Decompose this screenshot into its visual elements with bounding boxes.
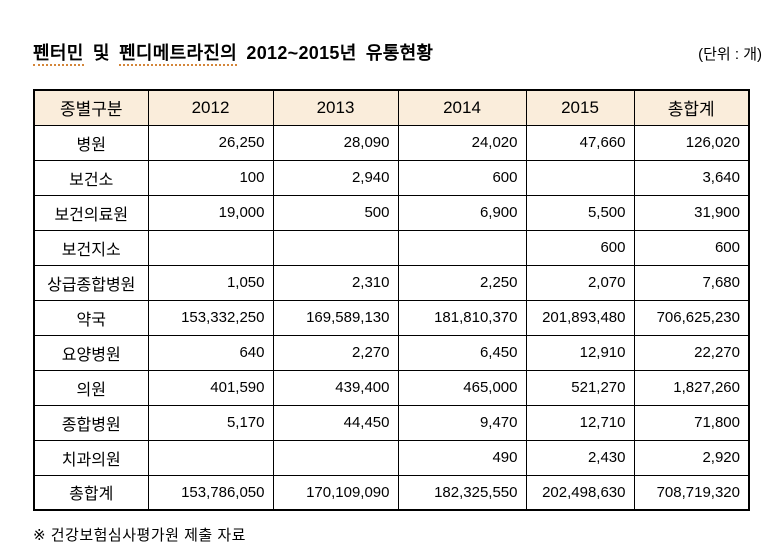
col-header-총합계: 총합계 (633, 89, 750, 126)
data-cell: 7,680 (633, 264, 750, 301)
data-cell: 6,900 (397, 194, 527, 231)
data-cell: 6,450 (397, 334, 527, 371)
data-cell: 182,325,550 (397, 474, 527, 511)
data-cell: 2,310 (272, 264, 399, 301)
data-cell: 28,090 (272, 124, 399, 161)
data-cell (397, 229, 527, 266)
table-row: 병원 26,250 28,090 24,020 47,660 126,020 (33, 124, 750, 161)
row-label: 요양병원 (33, 334, 149, 371)
data-cell: 26,250 (147, 124, 274, 161)
row-label: 의원 (33, 369, 149, 406)
data-cell: 708,719,320 (633, 474, 750, 511)
data-cell: 170,109,090 (272, 474, 399, 511)
data-cell: 439,400 (272, 369, 399, 406)
title-conjunction: 및 (83, 43, 120, 63)
page-title: 펜터민 및 펜디메트라진의 2012~2015년 유통현황 (33, 40, 433, 67)
data-cell: 5,500 (525, 194, 635, 231)
data-cell: 12,710 (525, 404, 635, 441)
data-cell: 71,800 (633, 404, 750, 441)
title-row: 펜터민 및 펜디메트라진의 2012~2015년 유통현황 (단위 : 개) (33, 40, 762, 68)
data-cell: 9,470 (397, 404, 527, 441)
col-header-2012: 2012 (147, 89, 274, 126)
table-row: 치과의원 490 2,430 2,920 (33, 439, 750, 476)
table-row: 요양병원 640 2,270 6,450 12,910 22,270 (33, 334, 750, 371)
data-cell (272, 439, 399, 476)
title-word-phendimetrazine: 펜디메트라진의 (119, 43, 238, 66)
data-cell: 153,332,250 (147, 299, 274, 336)
data-cell: 2,070 (525, 264, 635, 301)
data-cell: 640 (147, 334, 274, 371)
data-cell: 181,810,370 (397, 299, 527, 336)
data-cell (525, 159, 635, 196)
title-word-phentermine: 펜터민 (33, 43, 84, 66)
data-cell (147, 439, 274, 476)
data-cell (147, 229, 274, 266)
row-label: 치과의원 (33, 439, 149, 476)
data-cell: 24,020 (397, 124, 527, 161)
table-row: 보건지소 600 600 (33, 229, 750, 266)
row-label: 종합병원 (33, 404, 149, 441)
table-row: 약국 153,332,250 169,589,130 181,810,370 201,8… (33, 299, 750, 336)
footnote: ※ 건강보험심사평가원 제출 자료 (33, 527, 246, 544)
row-label: 보건의료원 (33, 194, 149, 231)
data-cell: 600 (525, 229, 635, 266)
data-cell: 2,250 (397, 264, 527, 301)
row-label: 약국 (33, 299, 149, 336)
data-cell: 490 (397, 439, 527, 476)
data-cell: 5,170 (147, 404, 274, 441)
data-cell: 201,893,480 (525, 299, 635, 336)
row-label: 병원 (33, 124, 149, 161)
row-label: 보건지소 (33, 229, 149, 266)
title-rest: 2012~2015년 유통현황 (237, 43, 434, 63)
data-cell: 600 (397, 159, 527, 196)
data-cell: 2,430 (525, 439, 635, 476)
table-body: 병원 26,250 28,090 24,020 47,660 126,020 보건소 100 2… (33, 124, 750, 511)
data-cell: 521,270 (525, 369, 635, 406)
table-row: 보건의료원 19,000 500 6,900 5,500 31,900 (33, 194, 750, 231)
data-cell: 401,590 (147, 369, 274, 406)
header-row: 종별구분 2012 2013 2014 2015 총합계 (33, 89, 750, 126)
data-cell: 126,020 (633, 124, 750, 161)
data-cell: 202,498,630 (525, 474, 635, 511)
data-cell: 1,827,260 (633, 369, 750, 406)
data-cell: 100 (147, 159, 274, 196)
data-cell (272, 229, 399, 266)
data-cell: 3,640 (633, 159, 750, 196)
data-cell: 12,910 (525, 334, 635, 371)
table-row: 총합계 153,786,050 170,109,090 182,325,550 202,… (33, 474, 750, 511)
col-header-2013: 2013 (272, 89, 399, 126)
data-cell: 706,625,230 (633, 299, 750, 336)
row-label: 상급종합병원 (33, 264, 149, 301)
col-header-2015: 2015 (525, 89, 635, 126)
row-label: 보건소 (33, 159, 149, 196)
data-cell: 31,900 (633, 194, 750, 231)
data-cell: 2,920 (633, 439, 750, 476)
data-cell: 1,050 (147, 264, 274, 301)
table-row: 상급종합병원 1,050 2,310 2,250 2,070 7,680 (33, 264, 750, 301)
data-cell: 2,270 (272, 334, 399, 371)
data-cell: 153,786,050 (147, 474, 274, 511)
table-row: 종합병원 5,170 44,450 9,470 12,710 71,800 (33, 404, 750, 441)
col-header-category: 종별구분 (33, 89, 149, 126)
distribution-table: 종별구분 2012 2013 2014 2015 총합계 병원 26,250 28,090 24… (33, 89, 750, 511)
data-cell: 44,450 (272, 404, 399, 441)
data-cell: 22,270 (633, 334, 750, 371)
unit-label: (단위 : 개) (698, 46, 762, 63)
data-cell: 2,940 (272, 159, 399, 196)
data-cell: 47,660 (525, 124, 635, 161)
row-label: 총합계 (33, 474, 149, 511)
data-cell: 465,000 (397, 369, 527, 406)
col-header-2014: 2014 (397, 89, 527, 126)
table-row: 의원 401,590 439,400 465,000 521,270 1,827,260 (33, 369, 750, 406)
data-cell: 169,589,130 (272, 299, 399, 336)
data-cell: 600 (633, 229, 750, 266)
data-cell: 19,000 (147, 194, 274, 231)
table-row: 보건소 100 2,940 600 3,640 (33, 159, 750, 196)
data-cell: 500 (272, 194, 399, 231)
